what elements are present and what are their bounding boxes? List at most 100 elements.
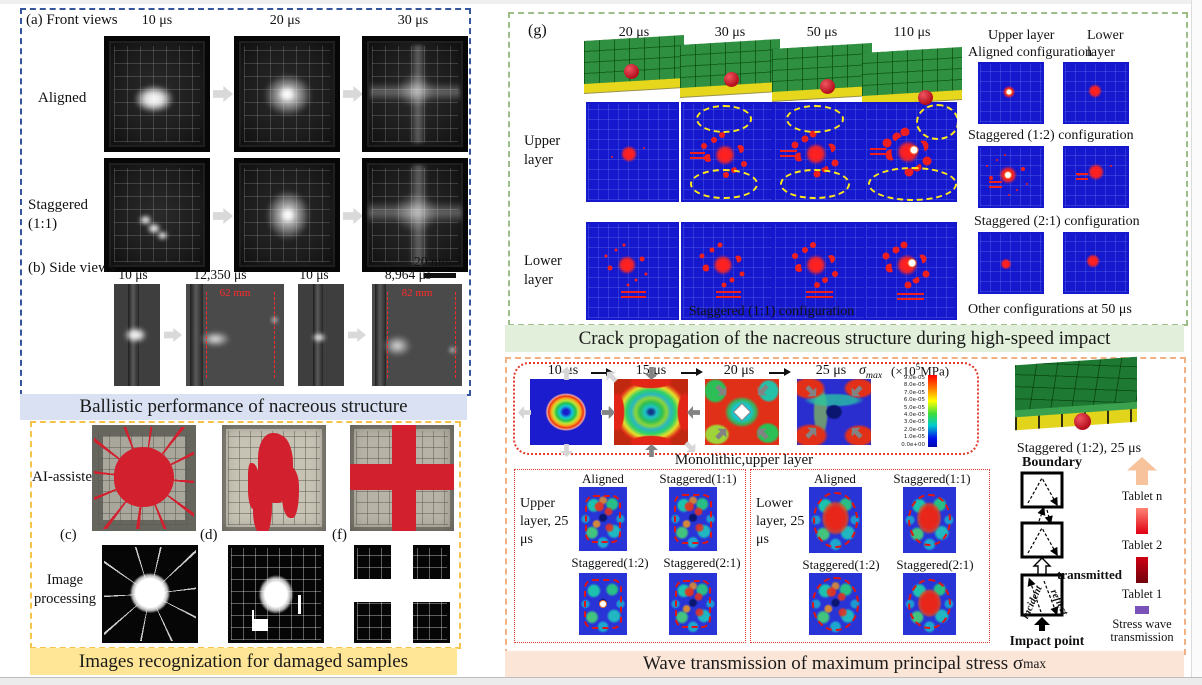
white-spall-dot — [1005, 171, 1012, 178]
colorbar — [928, 375, 937, 447]
fem-model-50us — [772, 42, 872, 102]
row-label-upper: Upper layer — [524, 133, 561, 168]
crack-cluster — [891, 135, 925, 169]
red-dash-mark — [690, 152, 706, 154]
config-label-s21: Staggered (2:1) configuration — [974, 214, 1140, 229]
front-view-aligned-10us — [104, 36, 210, 152]
crack-arm — [409, 45, 426, 143]
cell-header: Staggered(2:1) — [896, 557, 974, 572]
panel-ballistic: (a) Front views 10 μs 20 μs 30 μs Aligne… — [20, 8, 471, 396]
distance-line — [205, 292, 207, 378]
red-dash-mark — [806, 290, 833, 293]
crack-s21-lower — [1063, 232, 1129, 294]
tick-label: 4.0e-05 — [903, 412, 925, 419]
stress-upper-s11 — [669, 487, 717, 551]
scale-bar-label: 20 mm — [414, 254, 452, 269]
tablet-n-label: Tablet n — [1121, 489, 1163, 503]
lower-group-label: Lower layer, 25 μs — [756, 496, 805, 548]
ai-damage-photo-c — [92, 425, 196, 531]
config-label-aligned: Aligned configuration — [968, 45, 1093, 60]
red-dash-mark — [1076, 173, 1089, 176]
time-label: 110 μs — [893, 25, 931, 40]
wave-path-schematic — [1020, 471, 1064, 631]
ai-damage-photo-f — [350, 425, 454, 531]
tablet-2-label: Tablet 2 — [1121, 538, 1163, 552]
panel-ai-recognition: AI-assisted (c) (d) (f) Image processing — [30, 421, 461, 649]
inward-arrow-icon — [712, 424, 730, 442]
gradient-bar — [1136, 557, 1148, 583]
caption-wave: Wave transmission of maximum principal s… — [505, 651, 1184, 677]
time-label: 10 μs — [118, 267, 148, 282]
panel-a-label: (a) Front views — [26, 12, 118, 28]
monolithic-box — [513, 362, 979, 455]
caption-ballistic: Ballistic performance of nacreous struct… — [20, 394, 467, 420]
inward-arrow-icon — [802, 382, 820, 400]
red-dash-mark — [897, 292, 924, 295]
ai-damage-photo-d — [222, 425, 326, 531]
debris-plume — [382, 335, 425, 360]
right-arrow-icon — [348, 328, 366, 342]
crack-sim-upper-20us — [586, 102, 679, 202]
white-spall-dot — [600, 601, 606, 607]
impact-flash — [138, 215, 152, 226]
time-label: 10 μs — [299, 267, 329, 282]
row-label-ai: AI-assisted — [32, 469, 100, 485]
impact-flash — [147, 222, 162, 235]
sigma-max-label: σmax — [859, 363, 882, 381]
white-spall-dot — [1006, 89, 1012, 95]
dashed-square — [584, 494, 622, 544]
impact-flash — [311, 332, 326, 343]
time-label: 20 μs — [723, 363, 755, 378]
distance-label: 62 mm — [219, 287, 251, 299]
colorbar-units: (×105MPa) — [891, 362, 949, 379]
dashed-square — [674, 580, 712, 628]
crack-cluster — [891, 249, 923, 281]
time-label: 30 μs — [714, 25, 746, 40]
crack-cluster — [1084, 80, 1105, 101]
side-view-8964us: 82 mm — [372, 284, 462, 386]
specimen-plate — [374, 284, 387, 386]
window-edge-right — [1191, 0, 1202, 684]
damage-region — [253, 569, 299, 619]
cell-header: Staggered(1:2) — [802, 557, 880, 572]
crack-cluster — [708, 250, 738, 280]
panel-g-label: (g) — [528, 22, 547, 39]
units-exp: 5 — [915, 362, 921, 372]
dashed-ellipse — [690, 169, 758, 199]
tick-label: 3.0e-05 — [903, 419, 925, 426]
dashed-ellipse — [916, 104, 957, 140]
right-arrow-icon — [164, 328, 182, 342]
crack-s21-upper — [978, 232, 1044, 294]
stress-upper-aligned — [579, 487, 627, 551]
cell-header: Staggered(2:1) — [663, 555, 741, 570]
white-spall-dot — [910, 146, 918, 154]
front-view-staggered-10us — [104, 158, 210, 272]
transmitted-label: transmitted — [1057, 567, 1122, 582]
right-arrow-icon — [213, 86, 233, 102]
side-view-10us — [114, 284, 160, 386]
stress-lower-s21 — [903, 573, 956, 635]
impact-flash — [398, 73, 435, 108]
inward-arrow-icon — [753, 381, 771, 399]
stress-map-15us — [614, 379, 688, 457]
inward-arrow-icon — [712, 381, 730, 399]
distance-line — [454, 292, 456, 378]
scale-bar — [424, 273, 456, 278]
cell-header: Staggered(1:1) — [659, 471, 737, 486]
sigma: σ — [859, 363, 866, 378]
right-arrow-icon — [213, 208, 233, 224]
dashed-ellipse — [786, 105, 844, 133]
dashed-circle — [908, 493, 951, 547]
stress-upper-s21 — [669, 573, 717, 635]
projectile-ball — [820, 79, 835, 94]
damage-region — [113, 447, 175, 507]
right-arrow-icon — [769, 367, 791, 378]
dashed-ellipse — [780, 169, 850, 199]
crack-arm — [368, 201, 462, 225]
time-label: 10 μs — [141, 13, 173, 28]
tick-label: 0.0e+00 — [901, 441, 925, 448]
tick-label: 6.0e-05 — [903, 397, 925, 404]
row-label-staggered: Staggered (1:1) — [28, 197, 88, 232]
crack-cluster — [1083, 250, 1104, 271]
caption-wave-sub: max — [1023, 656, 1047, 671]
